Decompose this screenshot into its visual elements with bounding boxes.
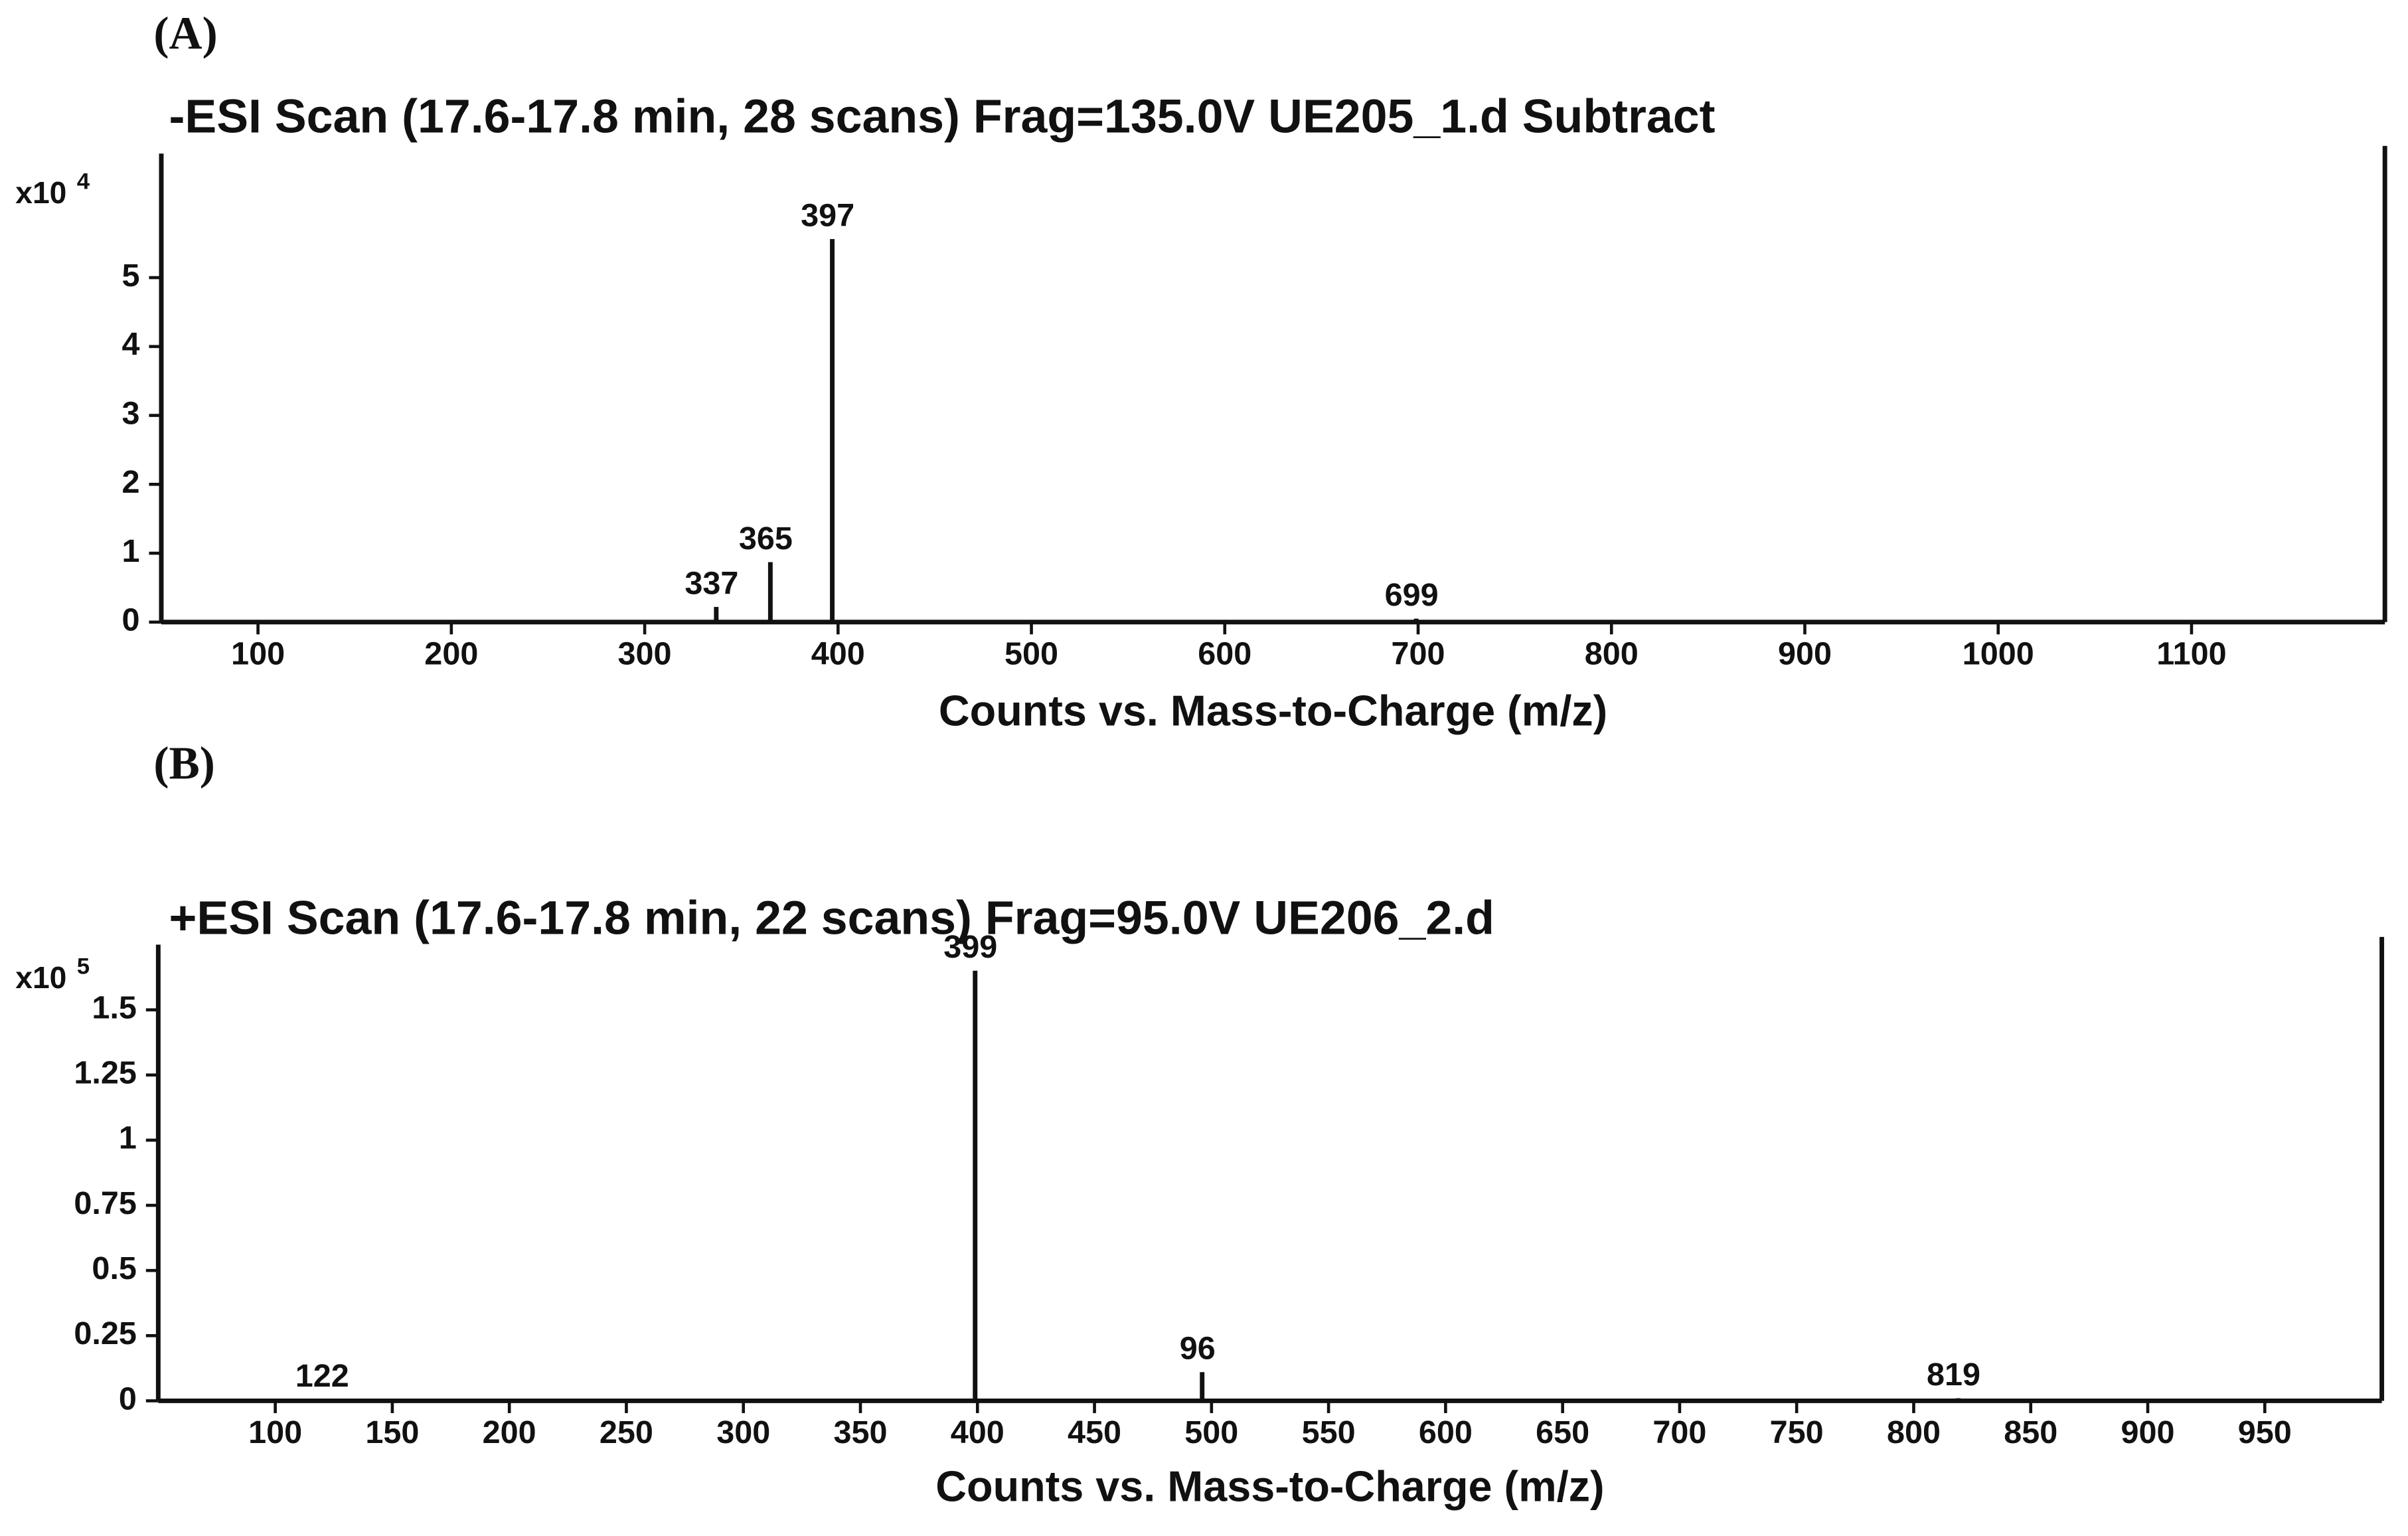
x-tick-label: 800 — [1585, 636, 1639, 671]
y-tick-label: 1.5 — [92, 989, 137, 1025]
x-tick-label: 200 — [483, 1414, 536, 1450]
peak-label: 96 — [1180, 1331, 1216, 1367]
x-tick-label: 1000 — [1963, 636, 2034, 671]
x-axis-label: Counts vs. Mass-to-Charge (m/z) — [935, 1462, 1604, 1511]
panel-label: (A) — [153, 9, 217, 60]
x-tick-label: 900 — [1778, 636, 1832, 671]
y-tick-label: 0 — [119, 1381, 137, 1416]
x-tick-label: 150 — [365, 1414, 419, 1450]
y-tick-label: 1.25 — [74, 1055, 137, 1091]
x-tick-label: 850 — [2004, 1414, 2057, 1450]
x-tick-label: 300 — [716, 1414, 770, 1450]
x-tick-label: 350 — [833, 1414, 887, 1450]
x-tick-label: 500 — [1004, 636, 1058, 671]
peak-label: 397 — [801, 197, 854, 233]
y-tick-label: 1 — [119, 1120, 137, 1156]
x-tick-label: 700 — [1652, 1414, 1706, 1450]
peak-label: 699 — [1385, 577, 1439, 613]
x-tick-label: 100 — [248, 1414, 302, 1450]
y-tick-label: 4 — [122, 327, 140, 363]
peak-label: 337 — [684, 565, 738, 601]
x-tick-label: 300 — [618, 636, 672, 671]
y-multiplier: x10 — [15, 175, 66, 210]
y-tick-label: 0 — [122, 602, 140, 638]
x-tick-label: 400 — [811, 636, 865, 671]
x-tick-label: 1100 — [2156, 636, 2226, 671]
chart-title: +ESI Scan (17.6-17.8 min, 22 scans) Frag… — [169, 892, 1494, 945]
y-exponent: 5 — [77, 954, 90, 979]
x-tick-label: 700 — [1391, 636, 1445, 671]
x-tick-label: 450 — [1068, 1414, 1121, 1450]
chart-title: -ESI Scan (17.6-17.8 min, 28 scans) Frag… — [169, 90, 1716, 143]
x-tick-label: 400 — [951, 1414, 1004, 1450]
peak-label: 819 — [1927, 1357, 1980, 1393]
y-multiplier: x10 — [15, 960, 66, 995]
y-tick-label: 0.5 — [92, 1250, 137, 1286]
peak-label: 399 — [943, 929, 997, 965]
x-tick-label: 800 — [1887, 1414, 1941, 1450]
x-tick-label: 600 — [1419, 1414, 1473, 1450]
y-exponent: 4 — [77, 169, 90, 194]
x-tick-label: 100 — [231, 636, 285, 671]
y-tick-label: 5 — [122, 258, 140, 294]
x-tick-label: 950 — [2238, 1414, 2292, 1450]
x-tick-label: 500 — [1184, 1414, 1238, 1450]
x-tick-label: 750 — [1770, 1414, 1824, 1450]
y-tick-label: 0.25 — [74, 1316, 137, 1351]
y-tick-label: 2 — [122, 464, 140, 500]
x-tick-label: 200 — [424, 636, 478, 671]
x-tick-label: 250 — [600, 1414, 653, 1450]
peak-label: 122 — [295, 1358, 349, 1394]
x-tick-label: 650 — [1536, 1414, 1589, 1450]
x-tick-label: 900 — [2121, 1414, 2175, 1450]
x-tick-label: 550 — [1302, 1414, 1356, 1450]
y-tick-label: 3 — [122, 395, 140, 431]
peak-label: 365 — [739, 521, 793, 556]
y-tick-label: 0.75 — [74, 1185, 137, 1221]
panel-label: (B) — [153, 738, 214, 789]
x-axis-label: Counts vs. Mass-to-Charge (m/z) — [939, 687, 1607, 735]
y-tick-label: 1 — [122, 533, 140, 569]
x-tick-label: 600 — [1198, 636, 1251, 671]
